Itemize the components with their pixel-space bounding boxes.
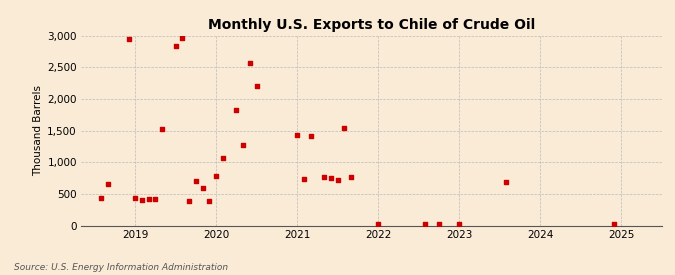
Point xyxy=(305,134,316,139)
Point xyxy=(150,197,161,201)
Point xyxy=(501,180,512,185)
Point xyxy=(339,126,350,130)
Text: Source: U.S. Energy Information Administration: Source: U.S. Energy Information Administ… xyxy=(14,263,227,272)
Title: Monthly U.S. Exports to Chile of Crude Oil: Monthly U.S. Exports to Chile of Crude O… xyxy=(208,18,535,32)
Point xyxy=(609,221,620,226)
Point xyxy=(325,176,336,180)
Point xyxy=(217,156,228,160)
Point xyxy=(346,175,356,179)
Point xyxy=(292,133,302,137)
Point xyxy=(136,198,147,202)
Point xyxy=(211,174,221,178)
Point xyxy=(238,142,248,147)
Point xyxy=(170,44,181,48)
Point xyxy=(298,177,309,181)
Point xyxy=(190,179,201,183)
Point xyxy=(157,126,167,131)
Point xyxy=(143,197,154,201)
Y-axis label: Thousand Barrels: Thousand Barrels xyxy=(33,85,43,176)
Point xyxy=(454,221,464,226)
Point xyxy=(103,182,113,186)
Point xyxy=(433,221,444,226)
Point xyxy=(123,37,134,41)
Point xyxy=(204,199,215,204)
Point xyxy=(130,196,140,200)
Point xyxy=(373,221,383,226)
Point xyxy=(231,108,242,112)
Point xyxy=(184,199,194,204)
Point xyxy=(251,84,262,89)
Point xyxy=(177,36,188,40)
Point xyxy=(332,178,343,182)
Point xyxy=(244,61,255,65)
Point xyxy=(197,186,208,190)
Point xyxy=(319,175,329,180)
Point xyxy=(96,196,107,200)
Point xyxy=(420,221,431,226)
